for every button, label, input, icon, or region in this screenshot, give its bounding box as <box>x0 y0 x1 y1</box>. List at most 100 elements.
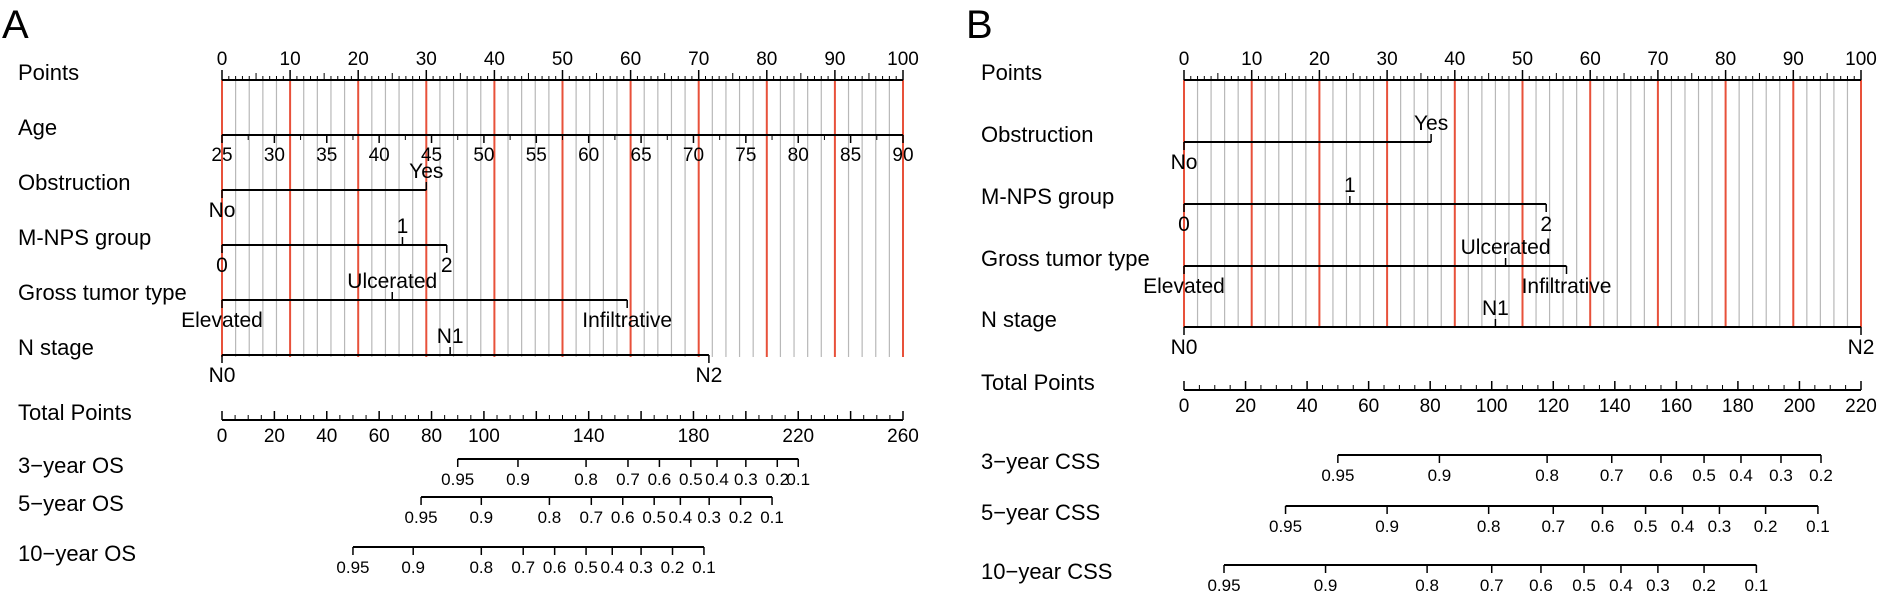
level-label: Yes <box>1414 112 1448 135</box>
points-tick-label: 10 <box>1241 49 1262 70</box>
total-tick-label: 40 <box>1297 396 1318 417</box>
level-label: 2 <box>1540 213 1552 236</box>
total-tick-label: 200 <box>1784 396 1816 417</box>
total-tick-label: 160 <box>1661 396 1693 417</box>
prob-tick-label: 0.1 <box>1745 576 1769 595</box>
row-label: 10−year OS <box>18 541 136 566</box>
age-tick-label: 55 <box>526 145 547 166</box>
prob-tick-label: 0.5 <box>1634 517 1658 536</box>
age-tick-label: 65 <box>631 145 652 166</box>
age-tick-label: 30 <box>264 145 285 166</box>
prob-tick-label: 0.9 <box>469 508 493 527</box>
points-tick-label: 90 <box>824 49 845 70</box>
prob-tick-label: 0.3 <box>697 508 721 527</box>
prob-tick-label: 0.95 <box>336 558 369 577</box>
points-tick-label: 90 <box>1783 49 1804 70</box>
total-tick-label: 180 <box>678 426 710 447</box>
age-tick-label: 75 <box>735 145 756 166</box>
prob-tick-label: 0.7 <box>616 470 640 489</box>
points-tick-label: 0 <box>1179 49 1190 70</box>
prob-tick-label: 0.3 <box>629 558 653 577</box>
total-tick-label: 100 <box>468 426 500 447</box>
prob-tick-label: 0.9 <box>506 470 530 489</box>
level-label: N2 <box>1848 336 1875 359</box>
prob-tick-label: 0.3 <box>1769 466 1793 485</box>
points-tick-label: 0 <box>217 49 228 70</box>
prob-tick-label: 0.8 <box>1415 576 1439 595</box>
prob-tick-label: 0.4 <box>1729 466 1753 485</box>
prob-tick-label: 0.8 <box>574 470 598 489</box>
prob-tick-label: 0.6 <box>648 470 672 489</box>
level-label: Infiltrative <box>1522 275 1612 298</box>
prob-tick-label: 0.2 <box>1692 576 1716 595</box>
points-tick-label: 80 <box>1715 49 1736 70</box>
prob-tick-label: 0.6 <box>1529 576 1553 595</box>
total-tick-label: 60 <box>369 426 390 447</box>
prob-tick-label: 0.95 <box>405 508 438 527</box>
points-tick-label: 100 <box>887 49 919 70</box>
points-tick-label: 80 <box>756 49 777 70</box>
prob-tick-label: 0.7 <box>1600 466 1624 485</box>
prob-tick-label: 0.4 <box>600 558 624 577</box>
prob-tick-label: 0.2 <box>729 508 753 527</box>
prob-tick-label: 0.5 <box>679 470 703 489</box>
level-label: No <box>209 199 236 222</box>
panel-letter: A <box>2 3 29 47</box>
level-label: 0 <box>216 254 228 277</box>
row-label: Gross tumor type <box>981 246 1150 271</box>
age-tick-label: 90 <box>892 145 913 166</box>
prob-tick-label: 0.7 <box>1541 517 1565 536</box>
level-label: Ulcerated <box>347 270 437 293</box>
row-label: M-NPS group <box>18 225 151 250</box>
points-tick-label: 30 <box>1377 49 1398 70</box>
row-label: M-NPS group <box>981 184 1114 209</box>
row-label: 5−year OS <box>18 491 124 516</box>
prob-tick-label: 0.6 <box>611 508 635 527</box>
points-tick-label: 60 <box>1580 49 1601 70</box>
panel-letter: B <box>966 3 993 47</box>
prob-tick-label: 0.2 <box>765 470 789 489</box>
row-label: Points <box>981 60 1042 85</box>
age-tick-label: 45 <box>421 145 442 166</box>
level-label: Elevated <box>1143 275 1225 298</box>
level-label: Infiltrative <box>582 309 672 332</box>
prob-tick-label: 0.6 <box>543 558 567 577</box>
row-label: Points <box>18 60 79 85</box>
level-label: 2 <box>441 254 453 277</box>
prob-tick-label: 0.4 <box>1609 576 1633 595</box>
total-tick-label: 140 <box>1599 396 1631 417</box>
level-label: N2 <box>695 364 722 387</box>
prob-tick-label: 0.3 <box>734 470 758 489</box>
row-label: Obstruction <box>18 170 131 195</box>
prob-tick-label: 0.8 <box>538 508 562 527</box>
level-label: N0 <box>209 364 236 387</box>
row-label: N stage <box>18 335 94 360</box>
total-tick-label: 260 <box>887 426 919 447</box>
prob-tick-label: 0.8 <box>1477 517 1501 536</box>
total-tick-label: 80 <box>1420 396 1441 417</box>
prob-tick-label: 0.8 <box>469 558 493 577</box>
prob-tick-label: 0.5 <box>574 558 598 577</box>
total-tick-label: 120 <box>1537 396 1569 417</box>
points-tick-label: 60 <box>620 49 641 70</box>
total-tick-label: 40 <box>316 426 337 447</box>
total-tick-label: 220 <box>782 426 814 447</box>
row-label: N stage <box>981 307 1057 332</box>
age-tick-label: 50 <box>473 145 494 166</box>
prob-tick-label: 0.7 <box>1480 576 1504 595</box>
age-tick-label: 40 <box>369 145 390 166</box>
points-tick-label: 40 <box>1444 49 1465 70</box>
level-label: Elevated <box>181 309 263 332</box>
row-label: Age <box>18 115 57 140</box>
prob-tick-label: 0.1 <box>1806 517 1830 536</box>
prob-tick-label: 0.2 <box>661 558 685 577</box>
prob-tick-label: 0.6 <box>1591 517 1615 536</box>
age-tick-label: 70 <box>683 145 704 166</box>
points-tick-label: 70 <box>688 49 709 70</box>
total-tick-label: 100 <box>1476 396 1508 417</box>
points-tick-label: 30 <box>416 49 437 70</box>
prob-tick-label: 0.2 <box>1809 466 1833 485</box>
prob-tick-label: 0.4 <box>705 470 729 489</box>
row-label: Obstruction <box>981 122 1094 147</box>
total-tick-label: 140 <box>573 426 605 447</box>
